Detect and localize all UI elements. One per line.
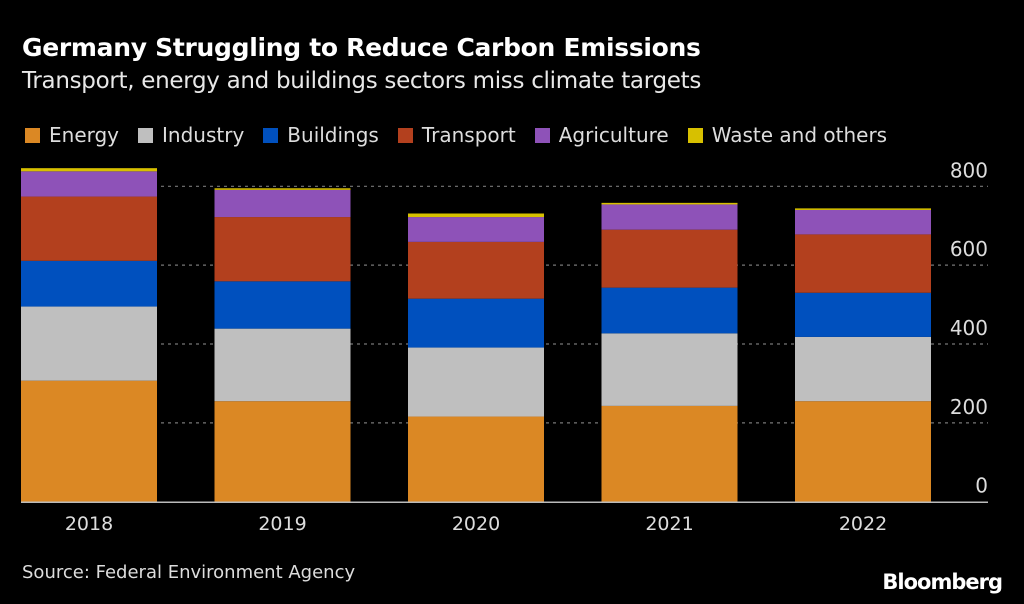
chart-title: Germany Struggling to Reduce Carbon Emis… (22, 33, 701, 62)
y-tick-label: 400 (950, 316, 988, 340)
bar-segment-energy (795, 401, 931, 502)
bar-segment-buildings (21, 260, 157, 307)
bar-segment-buildings (214, 281, 351, 329)
bar-segment-energy (21, 380, 157, 502)
legend-swatch (263, 127, 279, 143)
y-tick-label: 200 (950, 395, 988, 419)
bar-segment-transport (214, 217, 351, 282)
x-tick-label: 2019 (258, 513, 306, 535)
legend-label: Transport (421, 123, 516, 147)
bar-segment-energy (408, 416, 544, 502)
x-tick-label: 2018 (65, 513, 113, 535)
legend-swatch (138, 127, 154, 143)
bar-segment-transport (408, 241, 544, 299)
y-tick-label: 0 (975, 474, 988, 498)
chart-subtitle: Transport, energy and buildings sectors … (22, 68, 702, 94)
legend-label: Buildings (287, 123, 379, 147)
legend-swatch (687, 127, 703, 143)
legend: Energy Industry Buildings Transport Agricult… (25, 123, 906, 147)
legend-item: Energy (25, 123, 119, 147)
legend-item: Agriculture (534, 123, 669, 147)
x-tick-label: 2020 (452, 513, 500, 535)
legend-swatch (534, 127, 550, 143)
bar-segment-waste-and-others (795, 208, 931, 210)
legend-item: Industry (138, 123, 244, 147)
bar-segment-waste-and-others (601, 202, 738, 205)
x-tick-label: 2022 (839, 513, 887, 535)
bar-segment-industry (601, 333, 738, 406)
legend-item: Transport (397, 123, 516, 147)
bar-segment-agriculture (408, 217, 544, 242)
bar-segment-waste-and-others (21, 168, 157, 172)
legend-item: Waste and others (687, 123, 888, 147)
bar-segment-industry (795, 336, 931, 402)
bar-segment-transport (601, 229, 738, 288)
bar-segment-industry (214, 328, 351, 402)
bar-segment-transport (21, 196, 157, 261)
legend-label: Energy (49, 123, 120, 147)
bar-segment-agriculture (795, 209, 931, 235)
bar-segment-energy (601, 405, 738, 502)
legend-swatch (25, 127, 40, 143)
bar-segment-buildings (601, 287, 738, 334)
bar-segment-agriculture (21, 171, 157, 197)
legend-item: Buildings (263, 123, 379, 147)
bar-segment-waste-and-others (214, 188, 351, 190)
legend-label: Waste and others (711, 123, 888, 147)
y-tick-label: 600 (950, 237, 988, 261)
legend-label: Industry (162, 123, 245, 147)
bar-segment-agriculture (214, 189, 351, 218)
bar-segment-buildings (408, 298, 544, 348)
legend-swatch (397, 127, 413, 143)
bloomberg-logo: Bloomberg (882, 570, 1003, 594)
bar-segment-transport (795, 234, 931, 293)
bar-segment-industry (21, 306, 157, 381)
bar-segment-agriculture (601, 204, 738, 230)
bar-segment-energy (214, 401, 351, 502)
bar-segment-buildings (795, 292, 931, 337)
source-note: Source: Federal Environment Agency (22, 562, 356, 583)
y-tick-label: 800 (950, 158, 988, 182)
bar-segment-industry (408, 347, 544, 417)
bar-segment-waste-and-others (408, 213, 544, 218)
x-tick-label: 2021 (645, 513, 693, 535)
legend-label: Agriculture (558, 123, 669, 147)
